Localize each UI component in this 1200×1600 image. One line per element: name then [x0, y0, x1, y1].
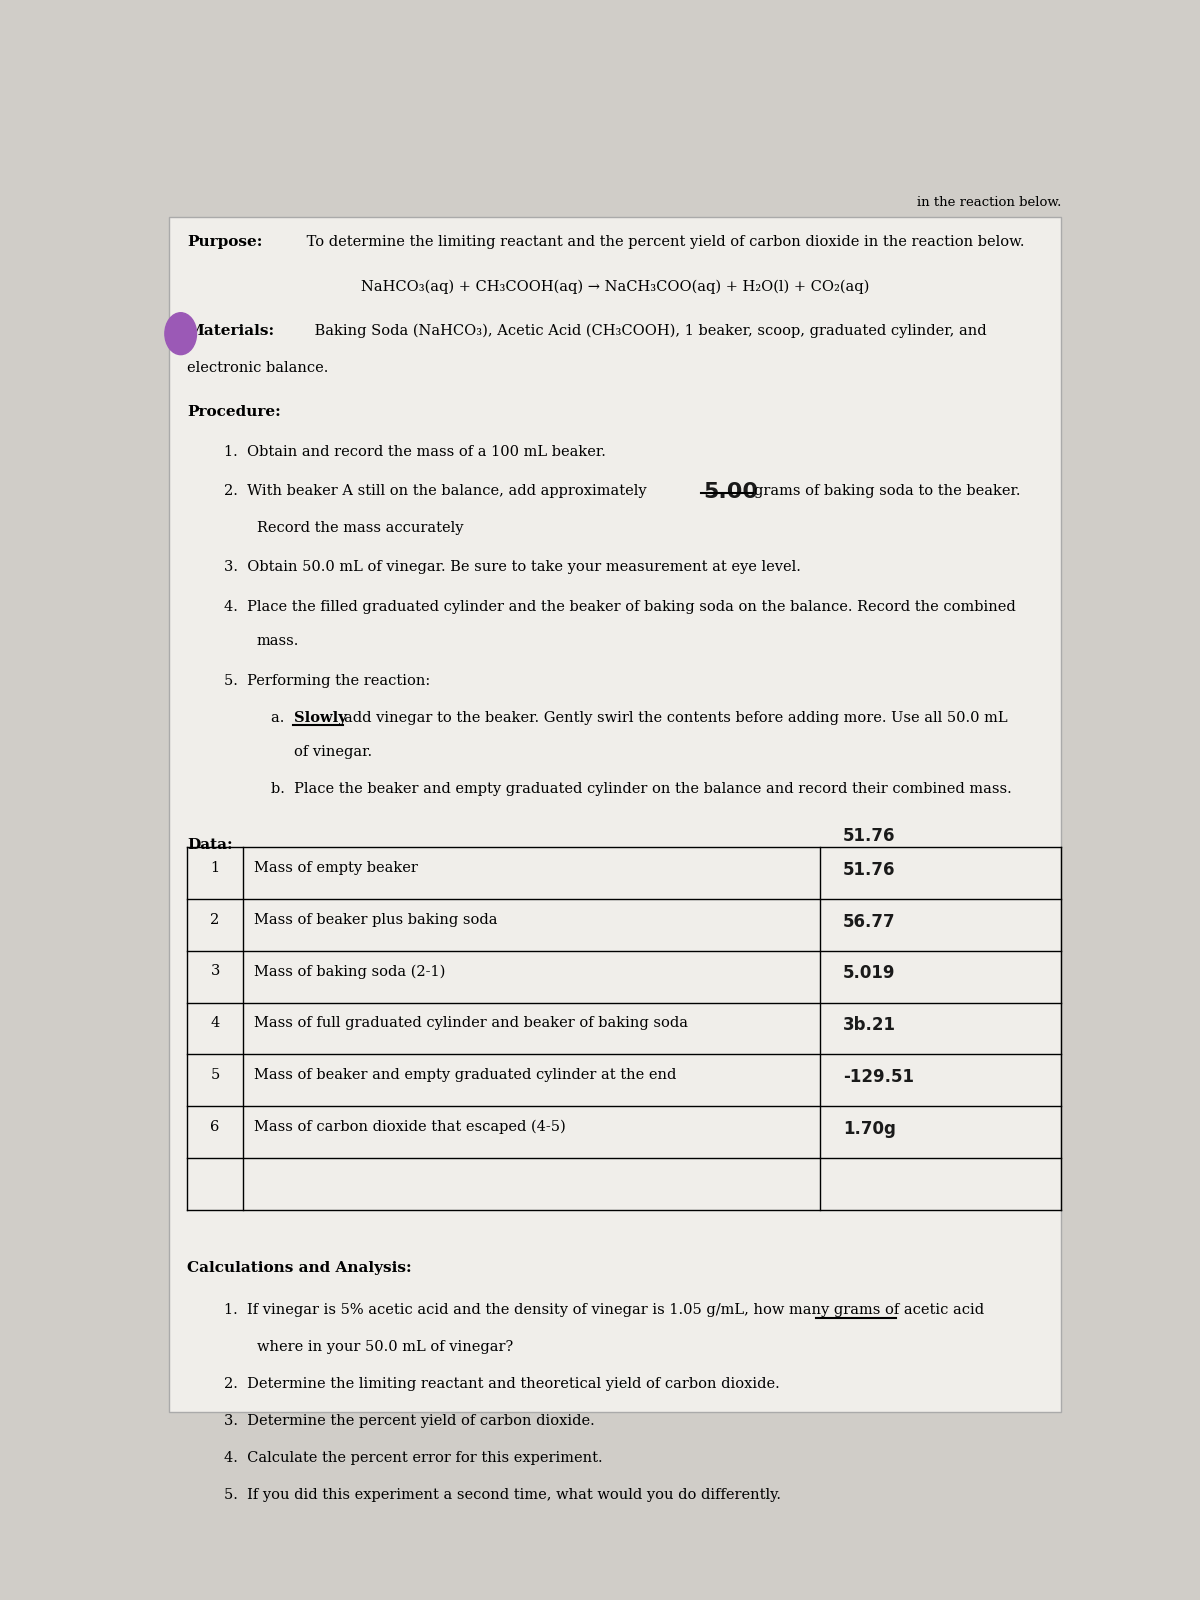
Text: Mass of beaker plus baking soda: Mass of beaker plus baking soda	[254, 912, 498, 926]
Text: 2: 2	[210, 912, 220, 926]
Text: 5.019: 5.019	[842, 965, 895, 982]
Text: Record the mass accurately: Record the mass accurately	[257, 522, 463, 534]
Text: Slowly: Slowly	[294, 710, 347, 725]
Circle shape	[164, 312, 197, 355]
Text: Data:: Data:	[187, 837, 233, 851]
Text: Mass of beaker and empty graduated cylinder at the end: Mass of beaker and empty graduated cylin…	[254, 1067, 677, 1082]
Text: 51.76: 51.76	[842, 861, 895, 878]
Text: 5: 5	[210, 1067, 220, 1082]
Text: 3: 3	[210, 965, 220, 979]
Text: Calculations and Analysis:: Calculations and Analysis:	[187, 1261, 412, 1275]
Text: 56.77: 56.77	[842, 912, 895, 931]
Text: 6: 6	[210, 1120, 220, 1134]
Text: 4: 4	[210, 1016, 220, 1030]
Text: grams of baking soda to the beaker.: grams of baking soda to the beaker.	[755, 483, 1021, 498]
Text: Materials:: Materials:	[187, 323, 275, 338]
Text: Mass of carbon dioxide that escaped (4-5): Mass of carbon dioxide that escaped (4-5…	[254, 1120, 566, 1134]
Text: 3.  Obtain 50.0 mL of vinegar. Be sure to take your measurement at eye level.: 3. Obtain 50.0 mL of vinegar. Be sure to…	[224, 560, 802, 574]
Text: Procedure:: Procedure:	[187, 405, 281, 419]
Text: a.: a.	[271, 710, 294, 725]
Text: 5.  Performing the reaction:: 5. Performing the reaction:	[224, 674, 431, 688]
Text: Mass of baking soda (2-1): Mass of baking soda (2-1)	[254, 965, 445, 979]
Text: add vinegar to the beaker. Gently swirl the contents before adding more. Use all: add vinegar to the beaker. Gently swirl …	[344, 710, 1008, 725]
Text: 2.  Determine the limiting reactant and theoretical yield of carbon dioxide.: 2. Determine the limiting reactant and t…	[224, 1378, 780, 1390]
FancyBboxPatch shape	[168, 216, 1062, 1411]
Text: NaHCO₃(aq) + CH₃COOH(aq) → NaCH₃COO(aq) + H₂O(l) + CO₂(aq): NaHCO₃(aq) + CH₃COOH(aq) → NaCH₃COO(aq) …	[361, 280, 869, 294]
Text: 3.  Determine the percent yield of carbon dioxide.: 3. Determine the percent yield of carbon…	[224, 1414, 595, 1429]
Text: of vinegar.: of vinegar.	[294, 746, 372, 758]
Text: 4.  Calculate the percent error for this experiment.: 4. Calculate the percent error for this …	[224, 1451, 604, 1466]
Text: -129.51: -129.51	[842, 1067, 914, 1086]
Text: Mass of full graduated cylinder and beaker of baking soda: Mass of full graduated cylinder and beak…	[254, 1016, 688, 1030]
Text: 2.  With beaker A still on the balance, add approximately: 2. With beaker A still on the balance, a…	[224, 483, 647, 498]
Text: where in your 50.0 mL of vinegar?: where in your 50.0 mL of vinegar?	[257, 1341, 514, 1354]
Text: 5.00: 5.00	[703, 482, 758, 501]
Text: mass.: mass.	[257, 634, 299, 648]
Text: 1.70g: 1.70g	[842, 1120, 895, 1138]
Text: in the reaction below.: in the reaction below.	[917, 195, 1062, 208]
Text: Baking Soda (NaHCO₃), Acetic Acid (CH₃COOH), 1 beaker, scoop, graduated cylinder: Baking Soda (NaHCO₃), Acetic Acid (CH₃CO…	[310, 323, 986, 338]
Text: 51.76: 51.76	[842, 827, 895, 845]
Text: 1.  Obtain and record the mass of a 100 mL beaker.: 1. Obtain and record the mass of a 100 m…	[224, 445, 606, 459]
Text: electronic balance.: electronic balance.	[187, 360, 329, 374]
Text: To determine the limiting reactant and the percent yield of carbon dioxide in th: To determine the limiting reactant and t…	[301, 235, 1024, 250]
Text: 1.  If vinegar is 5% acetic acid and the density of vinegar is 1.05 g/mL, how ma: 1. If vinegar is 5% acetic acid and the …	[224, 1304, 984, 1317]
Text: b.  Place the beaker and empty graduated cylinder on the balance and record thei: b. Place the beaker and empty graduated …	[271, 782, 1012, 797]
Text: Purpose:: Purpose:	[187, 235, 263, 250]
Text: 1: 1	[210, 861, 220, 875]
Text: 5.  If you did this experiment a second time, what would you do differently.: 5. If you did this experiment a second t…	[224, 1488, 781, 1502]
Text: 4.  Place the filled graduated cylinder and the beaker of baking soda on the bal: 4. Place the filled graduated cylinder a…	[224, 600, 1016, 614]
Text: 3b.21: 3b.21	[842, 1016, 896, 1034]
Text: Mass of empty beaker: Mass of empty beaker	[254, 861, 418, 875]
